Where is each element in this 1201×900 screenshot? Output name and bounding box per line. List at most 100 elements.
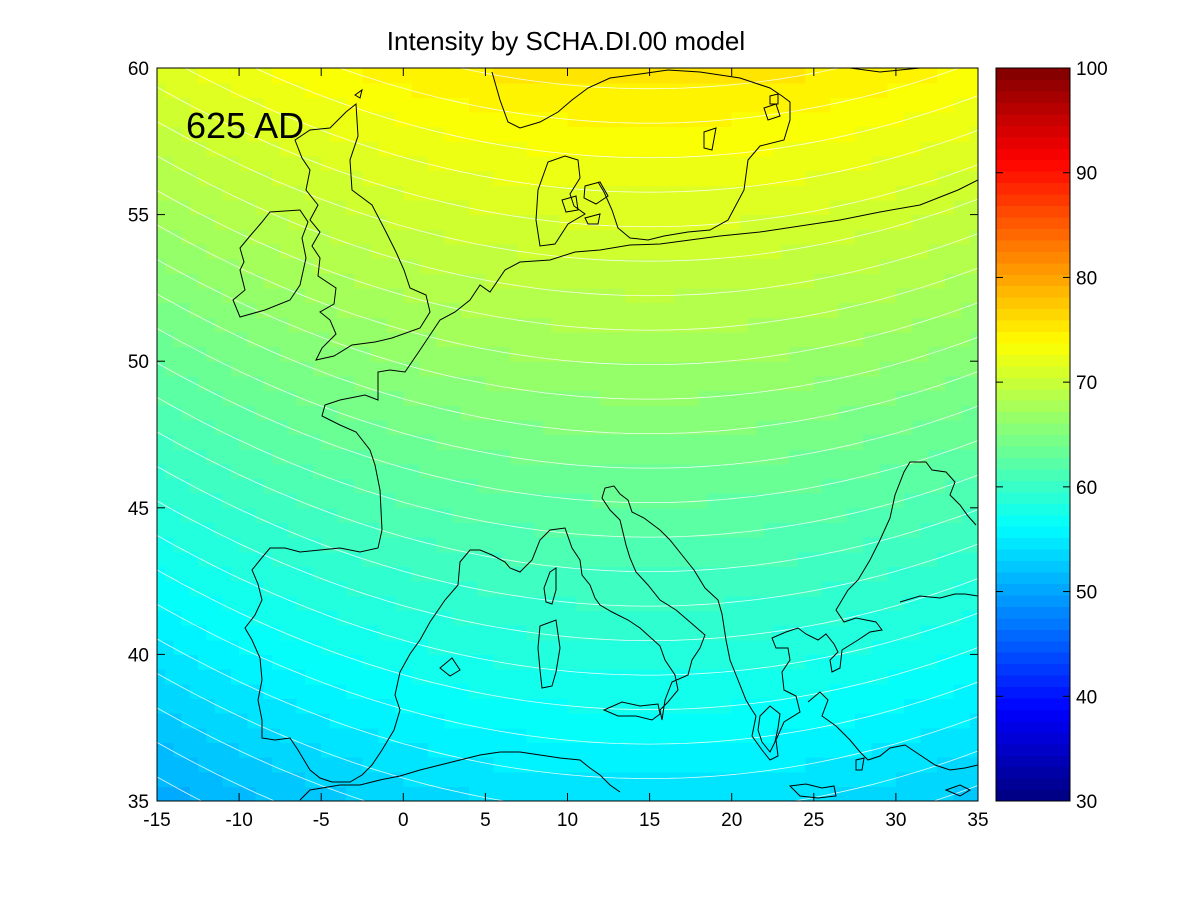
field-cell [600,669,610,685]
field-cell [386,346,396,362]
field-cell [731,287,741,304]
field-cell [312,610,322,626]
field-cell [247,581,257,597]
field-cell [879,68,889,84]
field-cell [608,141,618,157]
field-cell [485,111,495,128]
field-cell [198,683,207,699]
field-cell [616,97,626,113]
field-cell [592,757,601,773]
field-cell [764,331,774,348]
field-cell [904,317,913,333]
field-cell [395,522,404,538]
field-cell [715,683,725,699]
field-cell [936,698,946,714]
field-cell [354,185,363,201]
field-cell [780,141,790,157]
field-cell [666,581,675,597]
field-cell [345,551,355,568]
field-cell [468,68,478,84]
field-cell [534,258,544,274]
field-cell [575,258,585,274]
field-cell [288,595,298,612]
field-cell [666,185,675,201]
field-cell [534,683,544,699]
field-cell [362,639,372,655]
field-cell [403,111,413,128]
field-cell [764,771,774,787]
field-cell [542,757,552,773]
field-cell [961,258,971,274]
field-cell [969,390,978,406]
field-cell [247,683,257,699]
field-cell [395,155,404,172]
field-cell [239,273,248,289]
field-cell [386,287,396,304]
field-cell [296,449,306,465]
field-cell [370,375,380,392]
field-cell [731,375,741,392]
field-cell [296,522,306,538]
field-cell [789,375,798,392]
field-cell [731,419,741,436]
field-cell [805,639,815,655]
field-cell [920,317,930,333]
field-cell [641,361,651,377]
field-cell [731,595,741,612]
field-cell [436,507,445,524]
field-cell [649,713,659,729]
field-cell [912,551,922,568]
field-cell [247,742,257,758]
field-cell [280,419,289,436]
field-cell [518,625,528,641]
field-cell [633,639,642,655]
field-cell [838,610,848,626]
field-cell [304,141,314,157]
field-cell [329,229,339,245]
field-cell [157,507,166,524]
field-cell [419,111,429,128]
field-cell [567,610,577,626]
field-cell [386,595,396,612]
field-cell [715,449,725,465]
field-cell [206,126,216,142]
field-cell [698,243,708,260]
field-cell [288,199,298,216]
field-cell [542,698,552,714]
field-cell [378,390,388,406]
field-cell [526,126,536,142]
field-cell [395,199,404,216]
field-cell [255,742,265,758]
field-cell [863,273,872,289]
field-cell [411,537,421,553]
field-cell [624,273,634,289]
field-cell [337,141,347,157]
field-cell [961,199,971,216]
field-cell [682,214,692,230]
field-cell [846,346,856,362]
field-cell [403,449,413,465]
field-cell [436,346,445,362]
field-cell [789,243,798,260]
field-cell [173,361,183,377]
field-cell [633,405,642,421]
field-cell [813,581,823,597]
field-cell [879,639,889,655]
field-cell [624,713,634,729]
field-cell [592,727,601,743]
field-cell [682,68,692,84]
field-cell [739,610,749,626]
field-cell [567,463,577,480]
field-cell [493,97,503,113]
field-cell [936,111,946,128]
field-cell [444,639,454,655]
field-cell [493,669,503,685]
field-cell [411,68,421,84]
field-cell [263,361,273,377]
field-cell [485,727,495,743]
field-cell [945,771,954,787]
field-cell [510,507,519,524]
field-cell [641,713,651,729]
field-cell [362,625,372,641]
field-cell [222,111,232,128]
